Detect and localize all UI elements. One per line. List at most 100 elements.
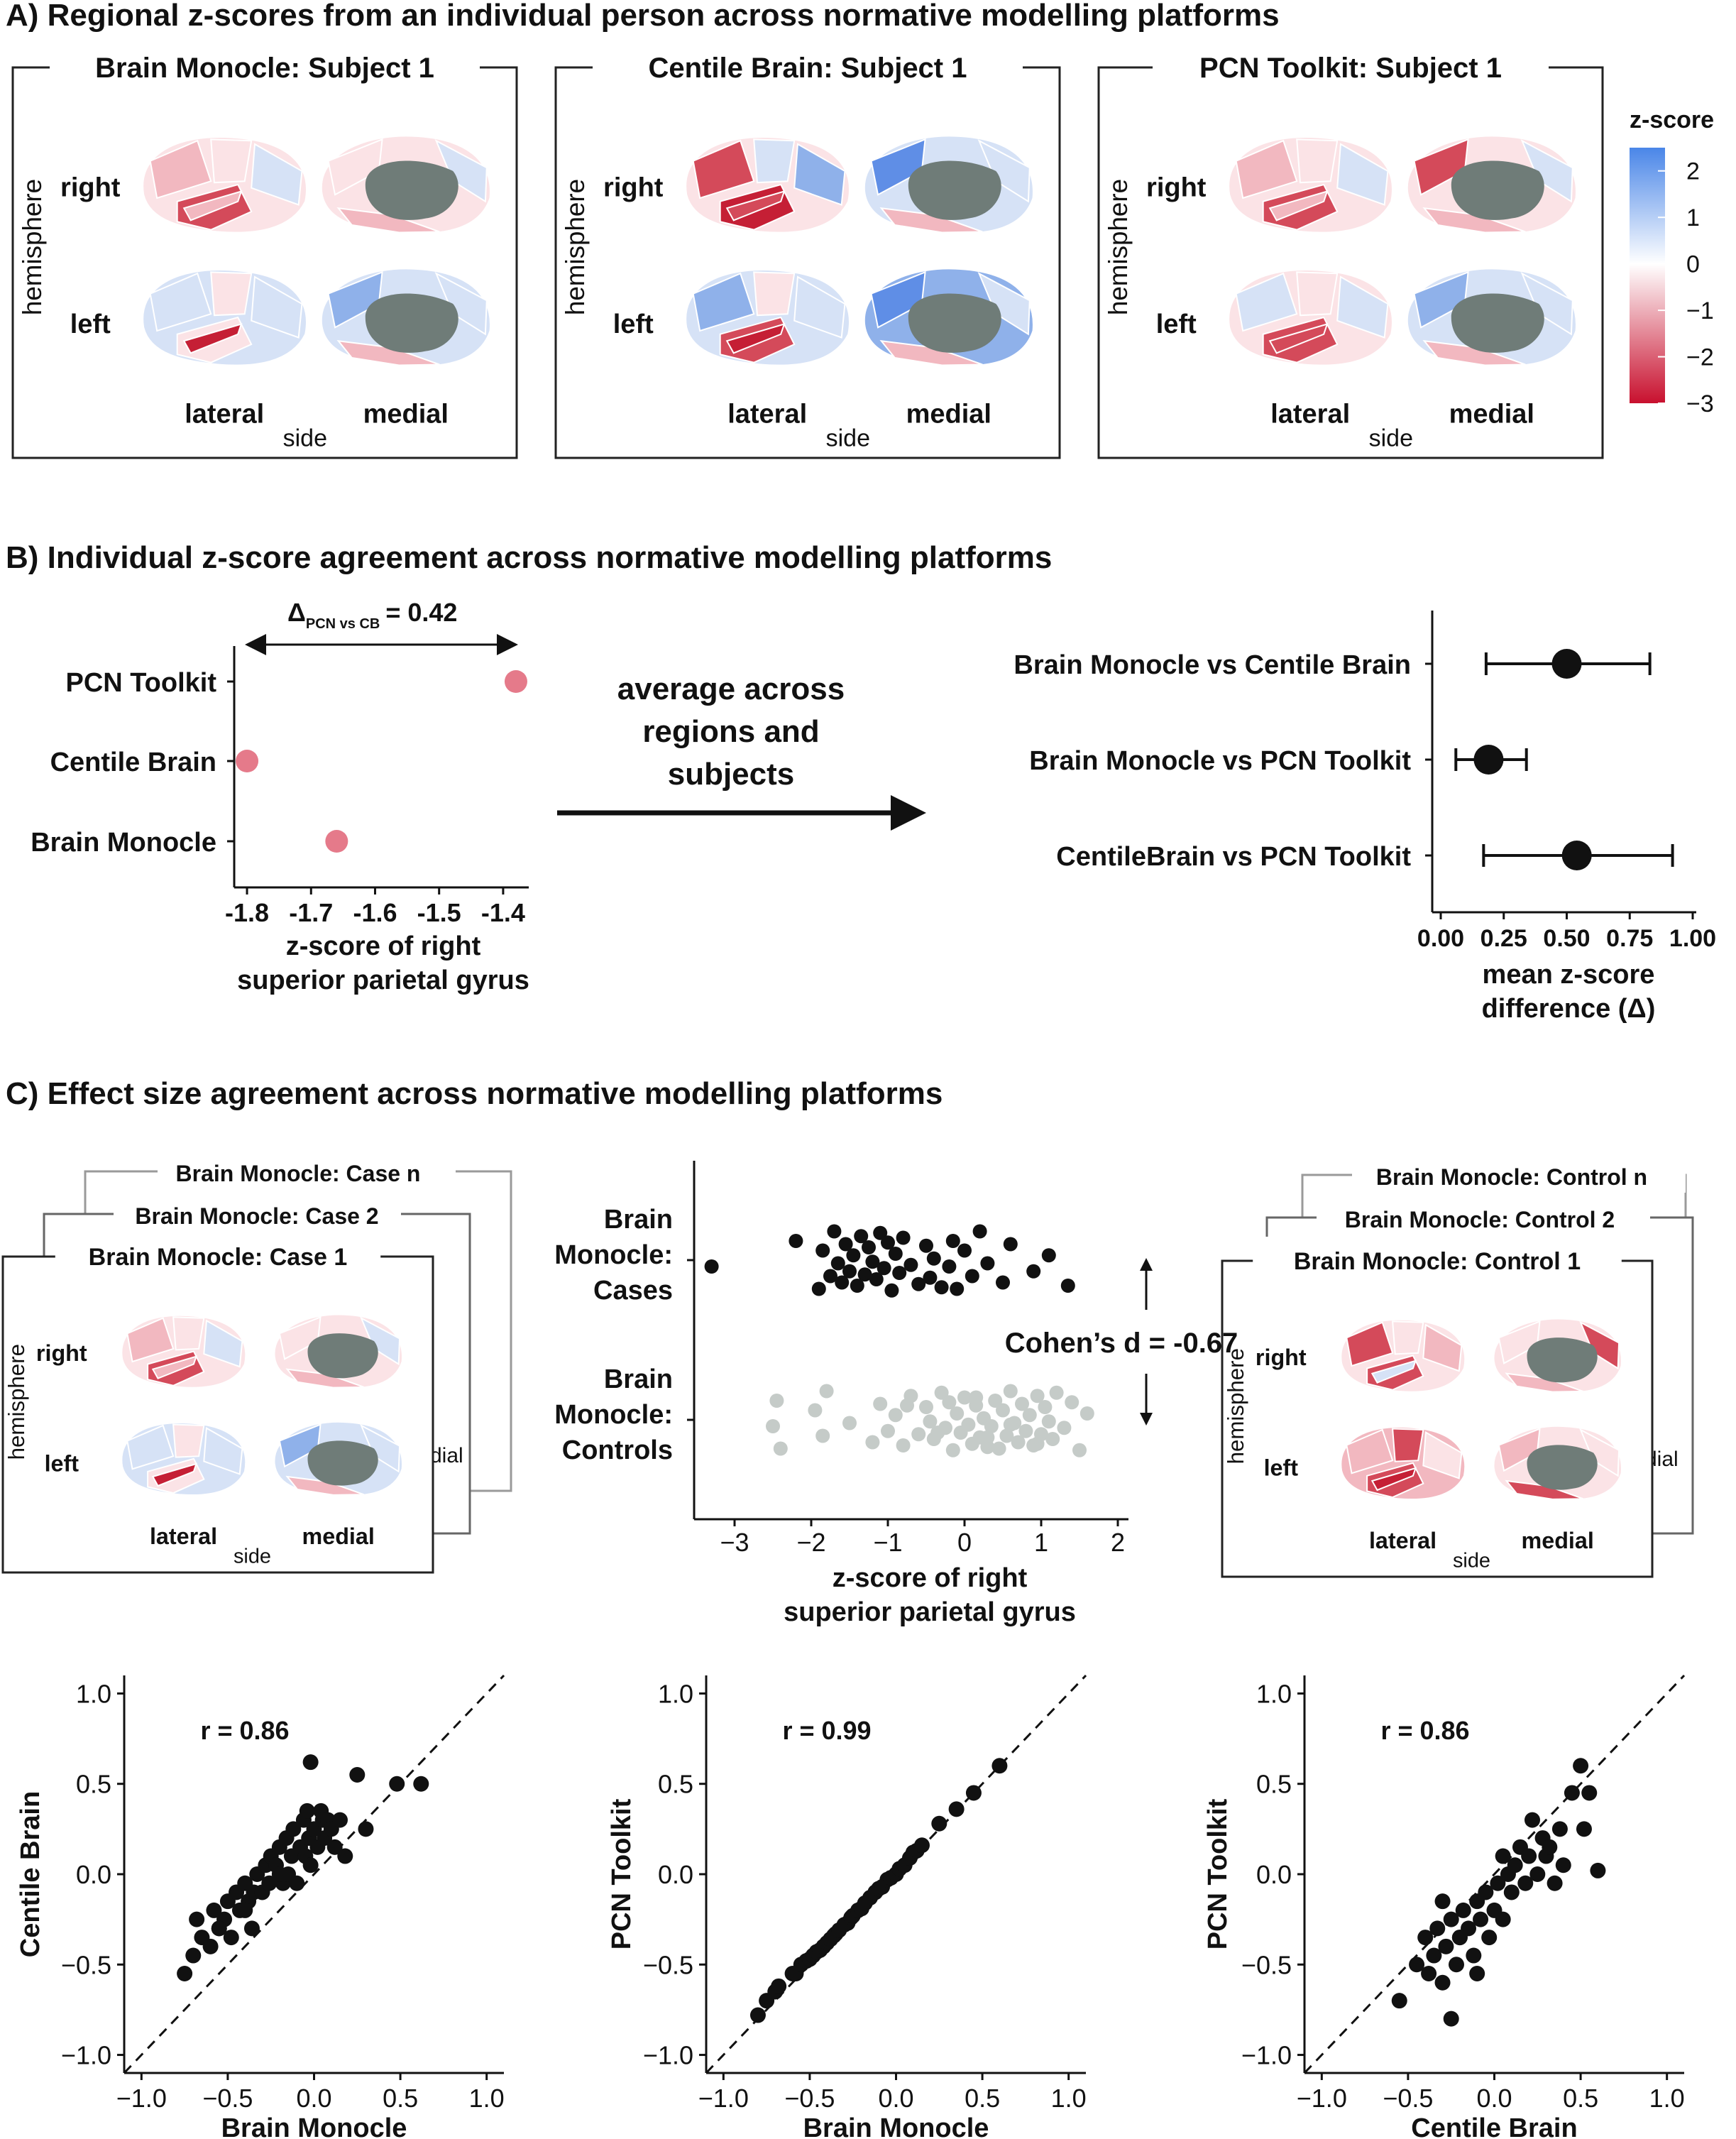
strip-point-0-35 — [972, 1224, 987, 1239]
strip-point-1-54 — [1003, 1417, 1018, 1432]
sc2-ytick-label-4: 1.0 — [1256, 1679, 1292, 1708]
b2-mean-2 — [1561, 841, 1592, 870]
b2-xtick-label-0: 0.00 — [1417, 925, 1464, 952]
strip-point-1-23 — [957, 1390, 972, 1405]
c1-side: side — [234, 1546, 271, 1568]
strip-point-1-31 — [988, 1394, 1003, 1408]
c1-ll-occipital — [203, 1426, 243, 1475]
strip-point-0-15 — [865, 1254, 880, 1269]
strip-point-0-10 — [846, 1248, 861, 1263]
strip-point-1-4 — [815, 1428, 830, 1443]
strip-point-1-40 — [1022, 1408, 1037, 1423]
panel-b-dotplot: PCN Toolkit Centile Brain Brain Monocle -1.… — [31, 598, 529, 995]
a3-ll-occipital — [1336, 275, 1389, 339]
a2-rm-occipital — [977, 139, 1031, 203]
sc2-point-29 — [1525, 1812, 1540, 1828]
strip-point-0-14 — [862, 1240, 876, 1254]
sc1-point-39 — [948, 1801, 965, 1817]
sc2-point-33 — [1542, 1839, 1558, 1855]
a2-right: right — [603, 173, 664, 203]
a1-ll-occipital — [251, 275, 303, 339]
sc1-ytick-label-2: 0.0 — [658, 1860, 693, 1889]
strip-point-1-7 — [865, 1435, 880, 1450]
a2-ll-frontal — [692, 272, 755, 332]
a1-lm-subcortical — [365, 293, 458, 353]
k1-ll-occipital — [1422, 1430, 1463, 1479]
a1-lateral: lateral — [185, 400, 264, 430]
a3-rl-sulcus — [1268, 190, 1329, 221]
sc0-point-4 — [202, 1938, 219, 1954]
arrow-text-2: regions and — [642, 714, 819, 749]
sc2-point-3 — [1421, 1966, 1437, 1981]
strip-point-1-2 — [773, 1441, 788, 1456]
sc0-xtick-label-4: 1.0 — [469, 2084, 505, 2113]
b1-xtick-label-3: -1.5 — [417, 898, 461, 927]
strip-point-0-7 — [835, 1275, 850, 1290]
sc0-point-49 — [302, 1754, 319, 1771]
b2-category-0: Brain Monocle vs Centile Brain — [1013, 650, 1411, 680]
sc2-point-22 — [1495, 1911, 1511, 1927]
strip-point-1-30 — [984, 1419, 999, 1433]
strip-point-1-15 — [923, 1414, 938, 1429]
strip-point-0-3 — [815, 1243, 830, 1258]
sc2-ylabel: PCN Toolkit — [1203, 1798, 1233, 1949]
sc2-ytick-label-1: −0.5 — [1241, 1950, 1292, 1979]
strip-point-1-49 — [1065, 1395, 1079, 1410]
case-2-title: Brain Monocle: Case 2 — [135, 1203, 378, 1229]
strip-point-1-53 — [969, 1390, 984, 1405]
sc1-point-38 — [931, 1815, 947, 1832]
panel-b-errorbar: Brain Monocle vs Centile Brain Brain Mono… — [1013, 611, 1716, 1024]
a1-rl-occipital — [251, 143, 303, 206]
sc1-ytick-label-0: −1.0 — [643, 2041, 693, 2070]
strip-point-0-20 — [884, 1283, 899, 1298]
strip-point-0-13 — [857, 1267, 872, 1282]
sc0-ytick-label-0: −1.0 — [61, 2041, 111, 2070]
sc2-point-16 — [1469, 1966, 1485, 1981]
c1-ll-sulcus — [151, 1462, 198, 1487]
strip-point-0-12 — [854, 1229, 869, 1244]
sc2-point-30 — [1529, 1866, 1546, 1882]
strip-point-1-48 — [1057, 1421, 1072, 1435]
c1-rl-frontal — [126, 1317, 175, 1363]
k1-ylabel: hemisphere — [1224, 1348, 1248, 1464]
strip-plot: Brain Monocle: Cases Brain Monocle: Controls −… — [554, 1161, 1238, 1627]
colorbar: z-score 2 1 0 −1 −2 −3 — [1630, 106, 1714, 417]
k1-title-bg — [1253, 1237, 1622, 1271]
a1-ll-parietal — [210, 271, 253, 317]
sc0-ylabel: Centile Brain — [16, 1791, 45, 1957]
strip-point-0-9 — [842, 1264, 857, 1279]
cases-stack: Brain Monocle: Case n Brain Monocle: Case… — [1, 1161, 512, 1574]
b2-xtick-label-3: 0.75 — [1606, 925, 1653, 952]
sc2-point-0 — [1391, 1993, 1407, 2009]
b1-xlabel-1: z-score of right — [286, 931, 481, 961]
b1-category-0: PCN Toolkit — [65, 668, 216, 698]
panel-a-title: A) Regional z-scores from an individual … — [6, 0, 1280, 33]
sc0-point-27 — [285, 1821, 302, 1837]
strip-point-0-40 — [1041, 1248, 1056, 1263]
sc0-xtick-label-2: 0.0 — [296, 2084, 331, 2113]
b1-delta-label: ΔPCN vs CB = 0.42 — [287, 598, 457, 632]
strip-point-1-57 — [980, 1430, 995, 1445]
sc2-point-8 — [1443, 2011, 1459, 2027]
strip-point-1-50 — [1072, 1443, 1087, 1457]
strip-xtick-label-1: −2 — [796, 1528, 825, 1557]
b2-xlabel-1: mean z-score — [1483, 960, 1655, 990]
a3-ll-sulcus — [1268, 323, 1329, 354]
strip-point-1-11 — [896, 1438, 911, 1453]
strip-xtick-label-2: −1 — [873, 1528, 902, 1557]
sc0-xtick-label-0: −1.0 — [116, 2084, 167, 2113]
b1-xtick-label-4: -1.4 — [481, 898, 525, 927]
b2-xtick-label-4: 1.00 — [1669, 925, 1716, 952]
sc1-xtick-label-4: 1.0 — [1051, 2084, 1087, 2113]
strip-point-0-29 — [934, 1280, 949, 1295]
strip-point-0-2 — [811, 1281, 826, 1296]
strip-point-1-35 — [1003, 1384, 1018, 1399]
strip-point-1-6 — [842, 1416, 857, 1430]
k1-ll-parietal — [1392, 1428, 1424, 1462]
a3-title-bg — [1153, 39, 1549, 79]
sc0-r-label: r = 0.86 — [200, 1716, 289, 1745]
arrow-text-1: average across — [617, 672, 845, 706]
cbar-label-3: −1 — [1686, 297, 1714, 324]
strip-point-0-28 — [926, 1251, 941, 1266]
case-1-panel: Brain Monocle: Case 1 hemisphere right left… — [1, 1232, 434, 1574]
